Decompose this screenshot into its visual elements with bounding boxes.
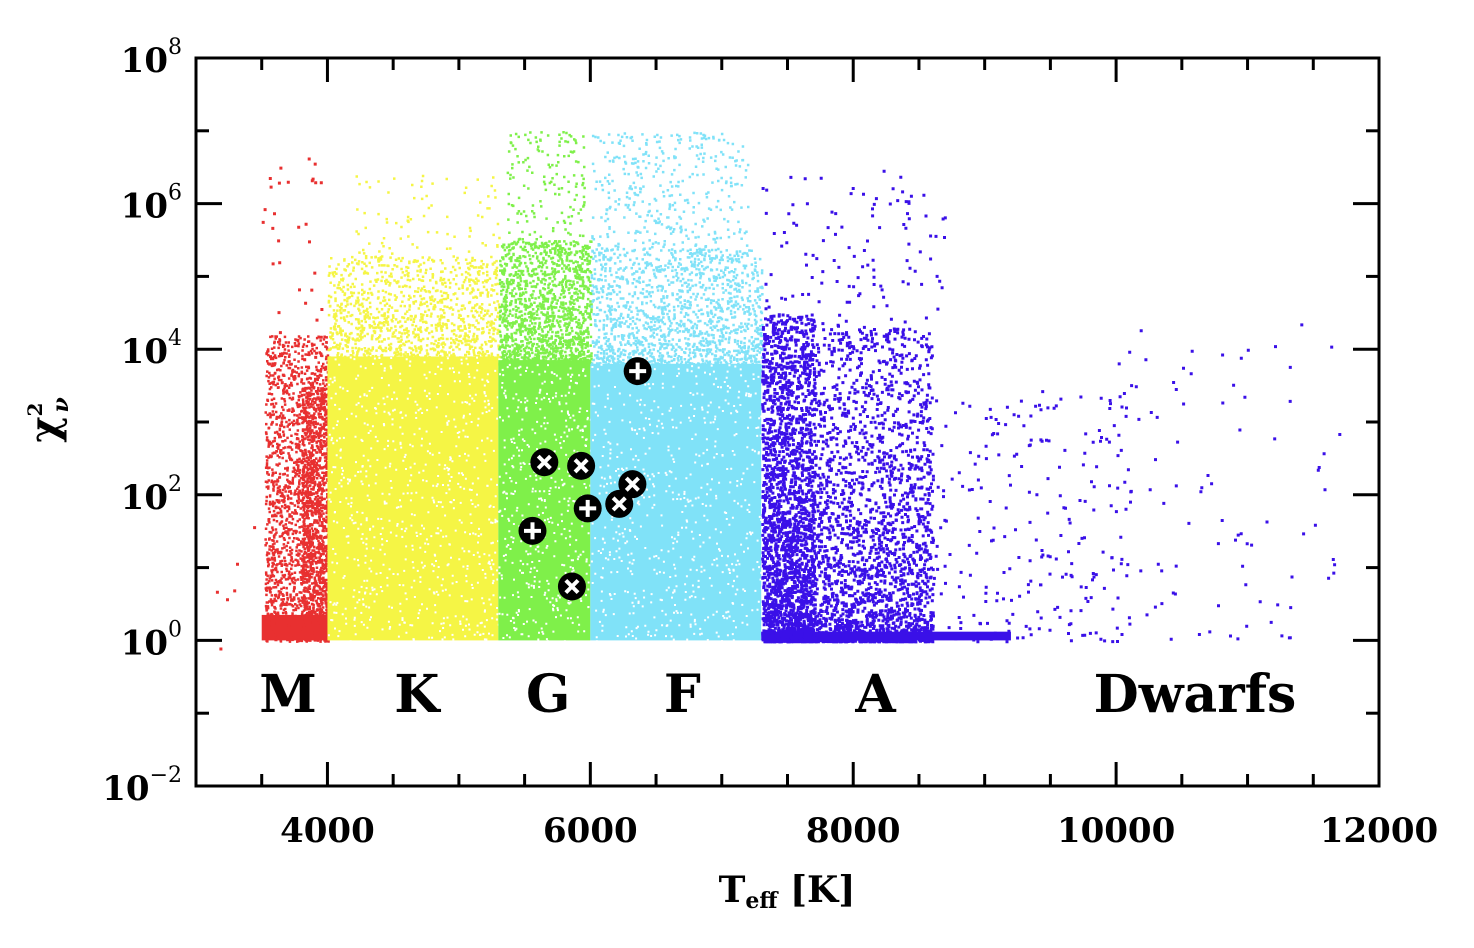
class-label-dwarfs: Dwarfs (1094, 664, 1297, 725)
x-tick-label: 10000 (1057, 811, 1175, 851)
x-tick-label: 12000 (1320, 811, 1438, 851)
x-tick-label: 8000 (806, 811, 901, 851)
scatter-points (215, 131, 1342, 651)
cross-marker (567, 451, 596, 480)
class-label-f: F (664, 664, 701, 725)
x-tick-label: 6000 (543, 811, 638, 851)
axes: 4000 6000 8000 10000 12000 10−2 100 102 104 106 10… (102, 35, 1438, 851)
cross-marker (618, 470, 647, 499)
class-label-a: A (854, 664, 896, 725)
cross-marker (605, 489, 634, 518)
y-tick-label: 104 (121, 326, 182, 372)
population-k (327, 174, 501, 643)
highlighted-stars (518, 357, 652, 601)
class-labels: M K G F A Dwarfs (259, 664, 1296, 725)
y-tick-label: 108 (121, 35, 182, 81)
plus-marker (573, 494, 602, 523)
class-label-g: G (526, 664, 570, 725)
class-label-m: M (259, 664, 317, 725)
y-tick-label: 102 (121, 472, 182, 518)
plus-marker (518, 516, 547, 545)
y-axis-title: χ2ν (21, 397, 74, 443)
population-m (215, 157, 330, 651)
population-g (498, 131, 593, 643)
y-tick-label: 106 (121, 181, 182, 227)
plus-marker (623, 357, 652, 386)
class-label-k: K (394, 664, 441, 725)
cross-marker (530, 448, 559, 477)
y-tick-label: 10−2 (102, 763, 182, 809)
y-tick-label: 100 (121, 617, 182, 663)
population-f (590, 131, 764, 643)
cross-marker (557, 572, 586, 601)
x-axis-title: Teff [K] (719, 869, 856, 914)
x-tick-label: 4000 (280, 811, 375, 851)
population-a (761, 169, 1342, 644)
axis-titles: Teff [K] χ2ν (21, 397, 855, 914)
